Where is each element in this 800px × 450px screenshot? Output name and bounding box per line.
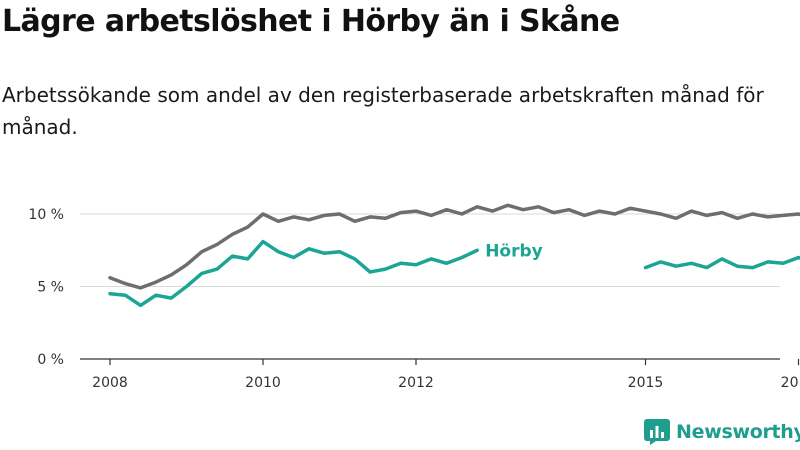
x-tick-label: 2017 <box>781 375 800 391</box>
series-name-label-horby: Hörby <box>485 241 543 261</box>
bar-chart-icon <box>644 419 670 445</box>
y-tick-label: 0 % <box>37 352 64 368</box>
x-tick-label: 2008 <box>92 375 128 391</box>
series-line-skane <box>108 203 800 290</box>
x-tick-label: 2010 <box>245 375 281 391</box>
series-labels: 9,1 %Skåne6,1 %Hörby <box>485 241 543 261</box>
newsworthy-brand[interactable]: Newsworthy <box>644 419 800 445</box>
x-axis: 20082010201220152017202020222024 <box>92 359 800 391</box>
y-axis-labels: 0 % 5 % 10 % <box>28 207 64 368</box>
brand-name: Newsworthy <box>676 421 800 443</box>
chart-title: Lägre arbetslöshet i Hörby än i Skåne <box>2 4 620 39</box>
chart-subtitle: Arbetssökande som andel av den registerb… <box>2 83 764 139</box>
x-tick-label: 2012 <box>398 375 434 391</box>
series-lines <box>108 203 800 308</box>
x-tick-label: 2015 <box>628 375 664 391</box>
y-tick-label: 10 % <box>28 207 64 223</box>
y-tick-label: 5 % <box>37 280 64 296</box>
series-line-horby <box>108 239 800 308</box>
